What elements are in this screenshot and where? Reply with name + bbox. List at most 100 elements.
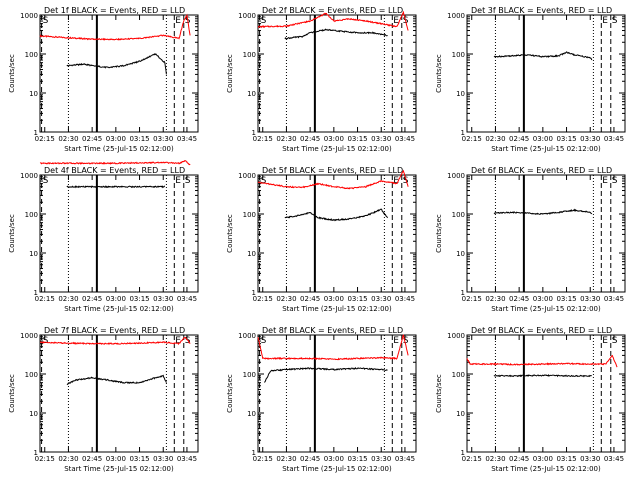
x-tick-label: 03:00 (324, 295, 344, 303)
marker-label: E (393, 336, 399, 346)
panel-title: Det 7f BLACK = Events, RED = LLD (44, 326, 185, 335)
x-tick-label: 03:15 (556, 135, 576, 143)
x-axis-label: Start Time (25-Jul-15 02:12:00) (282, 465, 392, 473)
y-axis-label: Counts/sec (226, 54, 234, 93)
y-tick-label: 1 (461, 129, 465, 137)
x-tick-label: 03:15 (129, 295, 149, 303)
marker-label: E (175, 16, 181, 26)
x-tick-label: 02:45 (82, 455, 102, 463)
x-tick-label: 02:30 (58, 135, 78, 143)
x-tick-label: 03:45 (395, 295, 415, 303)
x-tick-label: 02:45 (300, 135, 320, 143)
x-tick-label: 03:30 (371, 455, 391, 463)
y-tick-label: 100 (25, 211, 38, 219)
x-tick-label: 02:30 (276, 455, 296, 463)
series-line (257, 334, 409, 361)
x-tick-label: 03:00 (533, 135, 553, 143)
x-tick-label: 03:15 (347, 295, 367, 303)
panel-title: Det 6f BLACK = Events, RED = LLD (471, 166, 612, 175)
detector-panel: Det 5f BLACK = Events, RED = LLD 1 10 100 10… (226, 166, 417, 313)
marker-label: S (403, 336, 409, 346)
x-tick-label: 02:45 (509, 295, 529, 303)
y-tick-label: 10 (247, 410, 256, 418)
marker-label: S (261, 16, 267, 26)
x-axis-label: Start Time (25-Jul-15 02:12:00) (282, 305, 392, 313)
panel-title: Det 8f BLACK = Events, RED = LLD (262, 326, 403, 335)
y-tick-label: 1 (252, 289, 256, 297)
x-tick-label: 02:45 (82, 135, 102, 143)
marker-label: S (43, 176, 49, 186)
plot-frame (257, 174, 417, 293)
marker-label: S (612, 16, 618, 26)
panel-title: Det 5f BLACK = Events, RED = LLD (262, 166, 403, 175)
detector-panel: Det 6f BLACK = Events, RED = LLD 1 10 100 10… (435, 166, 626, 313)
y-axis-label: Counts/sec (435, 54, 443, 93)
x-tick-label: 03:30 (580, 455, 600, 463)
x-axis-label: Start Time (25-Jul-15 02:12:00) (64, 305, 174, 313)
x-tick-label: 02:30 (58, 295, 78, 303)
marker-label: S (261, 336, 267, 346)
x-tick-label: 03:00 (106, 455, 126, 463)
x-tick-label: 03:30 (153, 455, 173, 463)
x-axis-label: Start Time (25-Jul-15 02:12:00) (64, 465, 174, 473)
x-axis-label: Start Time (25-Jul-15 02:12:00) (491, 465, 601, 473)
series-line (66, 374, 167, 385)
y-tick-label: 1000 (447, 12, 465, 20)
series-line (493, 208, 593, 215)
y-tick-label: 1000 (447, 332, 465, 340)
series-line (258, 10, 409, 31)
x-tick-label: 02:30 (58, 455, 78, 463)
series-line (39, 160, 191, 166)
y-tick-label: 100 (243, 51, 256, 59)
y-tick-label: 1 (252, 129, 256, 137)
y-tick-label: 1 (34, 289, 38, 297)
marker-label: S (403, 176, 409, 186)
series-line (257, 169, 409, 190)
x-tick-label: 02:15 (35, 135, 55, 143)
x-tick-label: 02:15 (462, 135, 482, 143)
x-tick-label: 02:15 (35, 455, 55, 463)
marker-label: E (602, 176, 608, 186)
y-tick-label: 10 (29, 250, 38, 258)
marker-label: E (602, 16, 608, 26)
y-tick-label: 1 (34, 449, 38, 457)
plot-frame (39, 14, 199, 133)
marker-label: E (602, 336, 608, 346)
x-tick-label: 02:45 (509, 135, 529, 143)
marker-label: S (43, 336, 49, 346)
y-axis-label: Counts/sec (226, 214, 234, 253)
detector-panel: Det 1f BLACK = Events, RED = LLD 1 10 100 10… (8, 6, 199, 153)
panel-title: Det 9f BLACK = Events, RED = LLD (471, 326, 612, 335)
detector-panel: Det 8f BLACK = Events, RED = LLD 1 10 100 10… (226, 326, 417, 473)
detector-panel: Det 4f BLACK = Events, RED = LLD 1 10 100 10… (8, 160, 199, 313)
y-tick-label: 100 (452, 211, 465, 219)
x-tick-label: 03:45 (177, 135, 197, 143)
marker-label: E (393, 16, 399, 26)
panel-title: Det 2f BLACK = Events, RED = LLD (262, 6, 403, 15)
y-tick-label: 1000 (447, 172, 465, 180)
series-line (40, 336, 191, 346)
y-tick-label: 10 (456, 250, 465, 258)
y-tick-label: 1 (461, 289, 465, 297)
x-tick-label: 02:45 (509, 455, 529, 463)
x-tick-label: 03:45 (604, 455, 624, 463)
x-tick-label: 03:15 (347, 135, 367, 143)
x-tick-label: 02:30 (276, 135, 296, 143)
x-tick-label: 02:15 (253, 455, 273, 463)
y-axis-label: Counts/sec (8, 374, 16, 413)
x-axis-label: Start Time (25-Jul-15 02:12:00) (491, 145, 601, 153)
x-tick-label: 03:00 (106, 135, 126, 143)
plot-frame (466, 334, 626, 453)
x-tick-label: 02:15 (462, 455, 482, 463)
y-tick-label: 1000 (20, 332, 38, 340)
y-tick-label: 10 (456, 90, 465, 98)
x-tick-label: 02:30 (485, 455, 505, 463)
x-tick-label: 02:45 (82, 295, 102, 303)
series-line (493, 374, 592, 378)
x-tick-label: 03:00 (533, 295, 553, 303)
x-tick-label: 03:45 (177, 295, 197, 303)
marker-label: E (175, 336, 181, 346)
marker-label: S (261, 176, 267, 186)
x-tick-label: 03:45 (177, 455, 197, 463)
